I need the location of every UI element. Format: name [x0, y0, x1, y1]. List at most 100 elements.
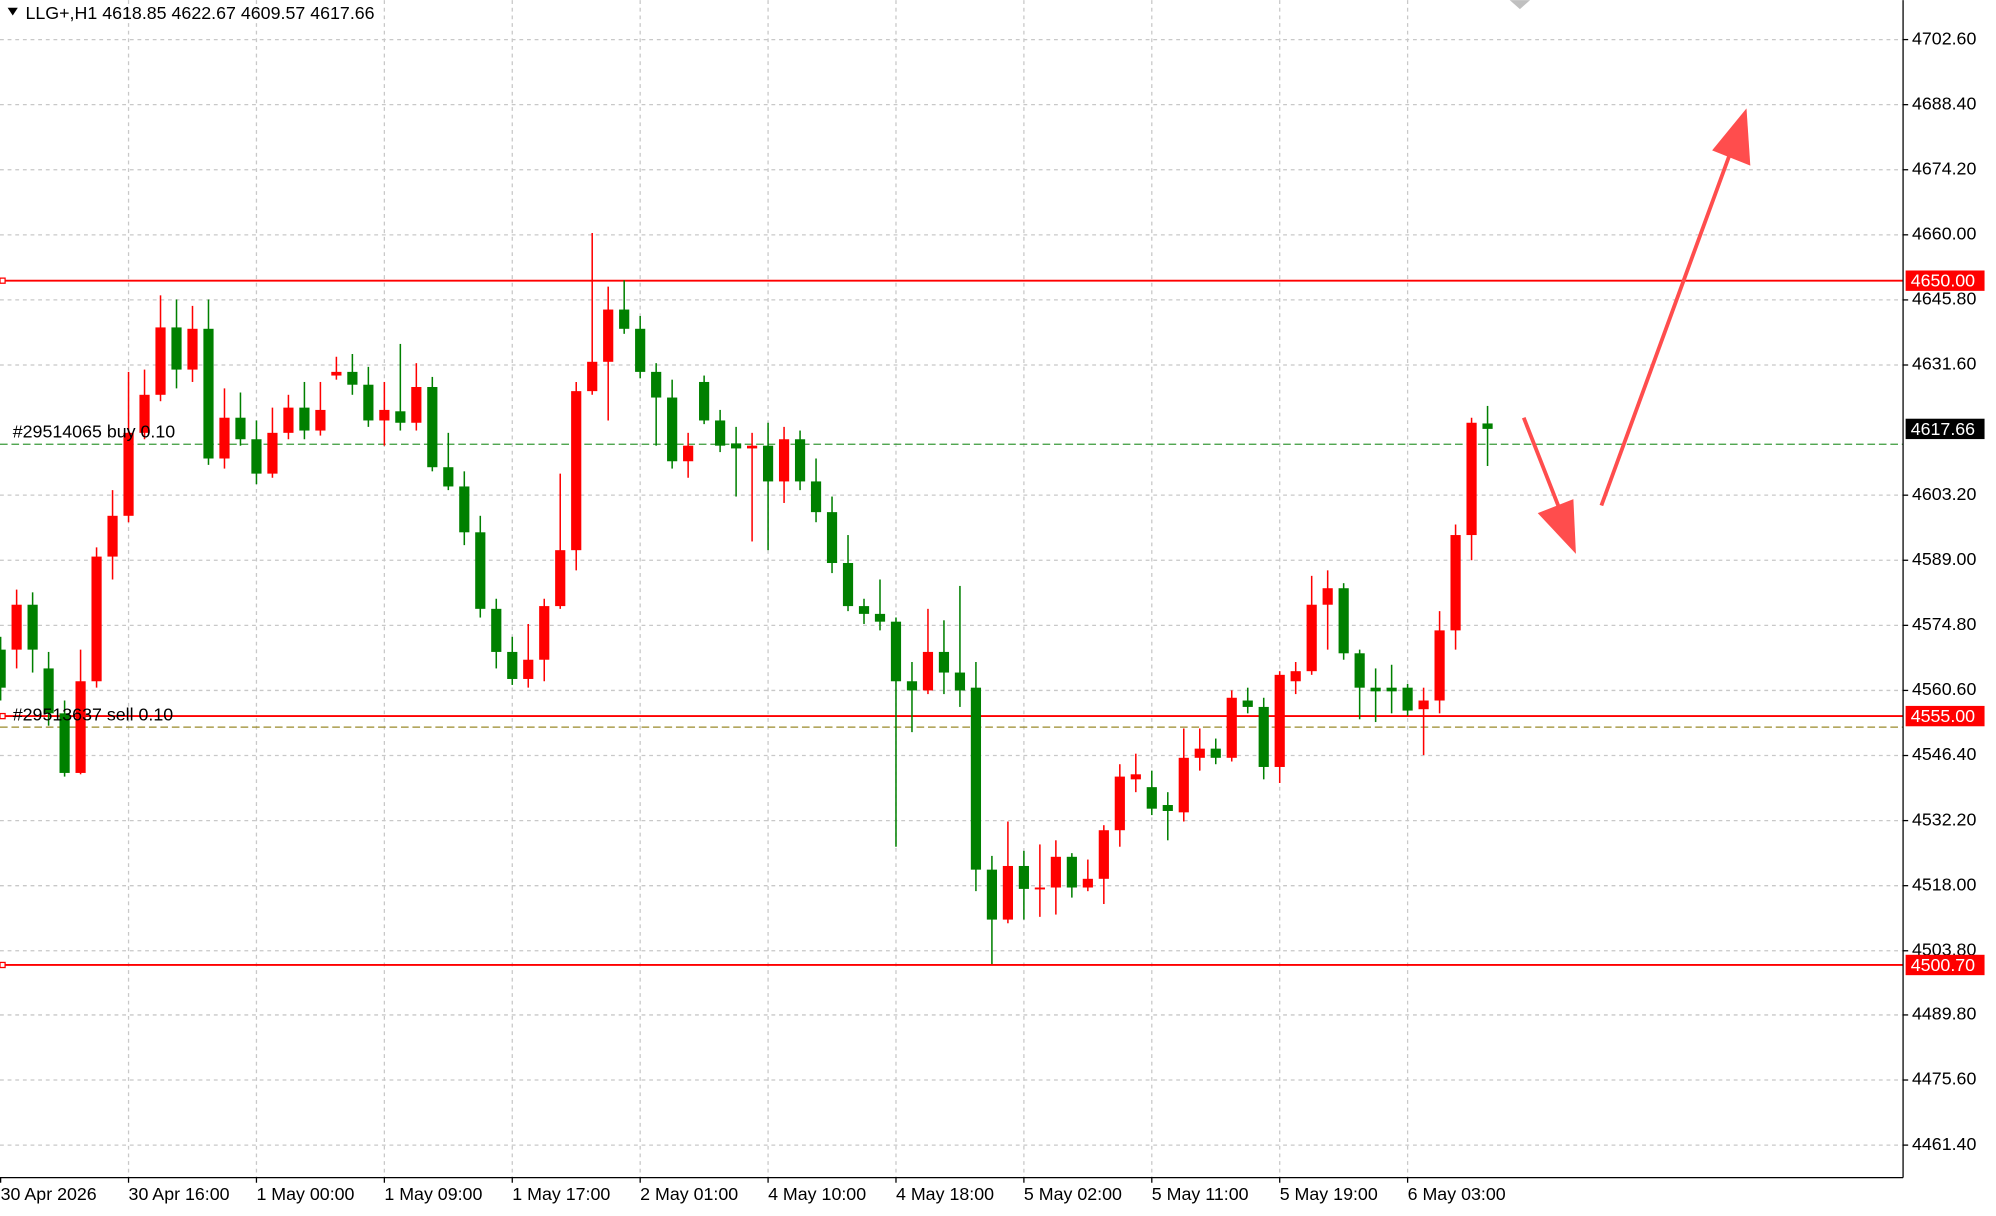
y-tick-label: 4532.20 [1912, 809, 1976, 829]
level-label-bg [1905, 270, 1985, 291]
candle-body [283, 407, 294, 433]
level-label: 4500.70 [1911, 955, 1975, 975]
y-tick-label: 4645.80 [1912, 289, 1976, 309]
candle-body [683, 445, 694, 462]
y-tick-label: 4688.40 [1912, 93, 1976, 113]
x-tick-label: 1 May 09:00 [384, 1184, 482, 1204]
candle-body [1370, 687, 1381, 692]
candle-body [762, 445, 774, 482]
candle-body [810, 481, 822, 513]
candle-body [922, 651, 934, 691]
candle-body [331, 371, 342, 376]
y-tick-label: 4660.00 [1912, 224, 1976, 244]
candle-body [1482, 423, 1493, 429]
candle-body [123, 432, 134, 516]
x-tick-label: 4 May 10:00 [768, 1184, 866, 1204]
candle-body [1050, 856, 1061, 888]
candle-body [91, 556, 102, 682]
grid [0, 0, 1904, 1178]
y-tick-label: 4574.80 [1912, 614, 1976, 634]
candle-body [1242, 700, 1253, 707]
candle-body [746, 445, 758, 449]
candle-body [315, 409, 326, 431]
candle-body [651, 371, 662, 398]
candle-body [267, 432, 278, 474]
order-label: #29513637 sell 0.10 [13, 704, 174, 724]
arrow-down-head [1537, 499, 1576, 554]
candle-body [1258, 706, 1269, 767]
title-icon [7, 7, 18, 16]
candle-body [571, 391, 582, 551]
x-tick-label: 1 May 17:00 [512, 1184, 610, 1204]
x-tick-label: 5 May 02:00 [1024, 1184, 1122, 1204]
level-handle [0, 712, 6, 720]
candle-body [427, 387, 438, 468]
candle-body [1226, 697, 1237, 758]
candle-body [171, 327, 182, 370]
candle-body [1002, 865, 1013, 920]
candles [0, 233, 1493, 965]
x-tick-label: 4 May 18:00 [896, 1184, 994, 1204]
candle-body [1034, 887, 1045, 890]
y-tick-label: 4631.60 [1912, 354, 1976, 374]
candle-body [203, 328, 214, 459]
candle-body [842, 563, 854, 607]
candle-body [395, 411, 406, 423]
order-label: #29514065 buy 0.10 [13, 422, 176, 442]
candle-body [874, 613, 886, 622]
candle-body [1194, 748, 1205, 758]
chart-title: LLG+,H1 4618.85 4622.67 4609.57 4617.66 [25, 3, 374, 23]
level-handle [0, 961, 6, 969]
candle-body [603, 309, 614, 362]
candle-body [1418, 700, 1429, 710]
candle-body [1178, 757, 1189, 813]
candle-body [938, 651, 950, 673]
candle-body [1290, 671, 1301, 682]
candle-body [0, 649, 6, 688]
candle-body [1434, 630, 1445, 701]
current-price-label: 4617.66 [1911, 419, 1975, 439]
candle-body [59, 713, 70, 773]
levels [0, 279, 1904, 966]
candle-body [155, 327, 166, 395]
y-tick-label: 4603.20 [1912, 484, 1976, 504]
current-price-bg [1905, 418, 1985, 440]
y-tick-label: 4489.80 [1912, 1004, 1976, 1024]
level-label: 4555.00 [1911, 706, 1975, 726]
candle-body [1082, 878, 1093, 888]
axes: 4702.60 4688.40 4674.20 4660.00 4645.80 4631.… [0, 28, 1985, 1204]
level-label-bg [1905, 954, 1985, 976]
candle-body [443, 467, 454, 487]
candle-body [235, 417, 246, 440]
y-tick-label: 4546.40 [1912, 744, 1976, 764]
candle-body [27, 604, 38, 650]
candle-body [715, 420, 726, 446]
candle-body [906, 681, 918, 691]
candle-body [43, 668, 54, 714]
candle-body [1386, 687, 1397, 692]
candle-body [1466, 422, 1477, 536]
candle-body [858, 606, 870, 614]
x-tick-label: 5 May 19:00 [1280, 1184, 1378, 1204]
candle-body [107, 515, 118, 557]
candle-body [491, 608, 502, 652]
candle-body [731, 443, 742, 449]
candle-body [1274, 674, 1285, 767]
y-tick-label: 4674.20 [1912, 158, 1976, 178]
candle-body [619, 309, 630, 329]
candle-body [363, 384, 374, 421]
candle-body [699, 381, 710, 421]
candle-body [1354, 653, 1365, 688]
candle-body [1098, 830, 1109, 879]
arrow-up-shaft [1599, 149, 1734, 507]
candle-body [1130, 774, 1141, 780]
x-tick-label: 1 May 00:00 [256, 1184, 354, 1204]
candle-body [1114, 776, 1125, 831]
candle-body [1306, 604, 1317, 672]
candle-body [587, 361, 598, 392]
candle-body [1162, 805, 1173, 811]
candle-body [1146, 787, 1157, 809]
candle-body [379, 409, 390, 421]
